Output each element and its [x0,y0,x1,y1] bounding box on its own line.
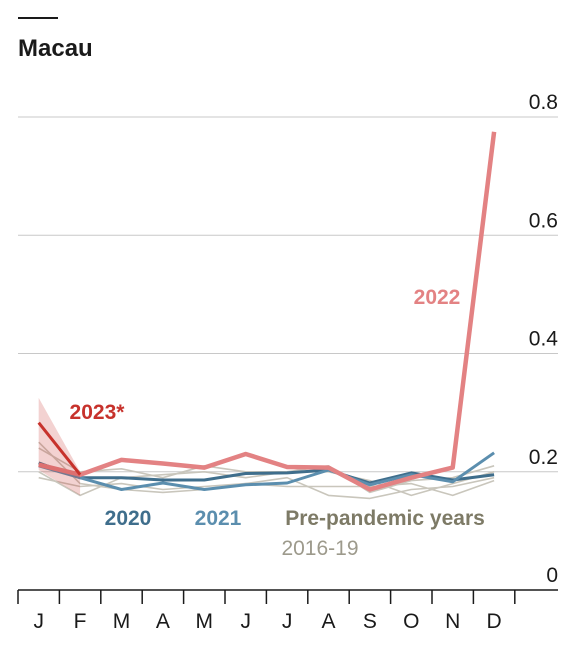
x-tick-label: A [156,610,170,633]
series-line [38,131,497,492]
x-tick-label: F [74,610,87,633]
series-line [37,421,82,476]
series-label: 2023* [70,401,126,424]
chart-title: Macau [18,35,93,62]
pre-pandemic-line [38,476,495,500]
annotation: 2016-19 [281,537,358,560]
pre-pandemic-line [38,471,495,497]
x-tick-label: J [33,610,44,633]
x-tick-label: A [321,610,335,633]
x-tick-label: J [240,610,251,633]
annotation: Pre-pandemic years [285,507,485,530]
series-label: 2020 [105,507,152,530]
x-tick-label: M [196,610,214,633]
x-tick-label: D [487,610,502,633]
title-rule [18,17,58,19]
y-tick-label: 0 [546,564,558,587]
y-tick-label: 0.2 [529,446,558,469]
pre-pandemic-line [38,441,495,497]
series-label: 2021 [195,507,242,530]
y-tick-label: 0.6 [529,209,558,232]
x-tick-label: S [363,610,377,633]
x-tick-label: O [403,610,419,633]
x-tick-label: M [113,610,131,633]
x-tick-label: N [445,610,460,633]
y-tick-label: 0.8 [529,91,558,114]
x-tick-label: J [282,610,293,633]
y-tick-label: 0.4 [529,328,559,351]
series-label: 2022 [414,286,461,309]
